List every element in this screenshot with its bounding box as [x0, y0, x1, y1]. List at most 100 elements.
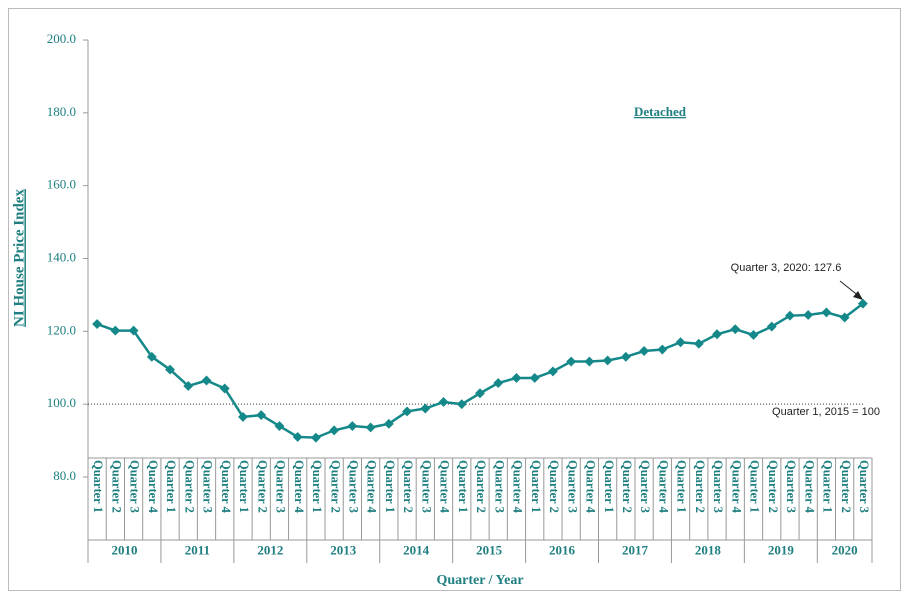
arrow-head — [853, 291, 863, 300]
x-tick-label: Quarter 2 — [474, 460, 488, 513]
year-label: 2016 — [549, 542, 576, 557]
point-marker — [693, 338, 704, 349]
x-tick-label: Quarter 2 — [620, 460, 634, 513]
x-tick-label: Quarter 1 — [529, 460, 543, 513]
point-marker — [420, 403, 431, 414]
x-tick-label: Quarter 2 — [328, 460, 342, 513]
x-tick-label: Quarter 1 — [164, 460, 178, 513]
point-marker — [785, 310, 795, 321]
point-marker — [219, 383, 230, 394]
point-marker — [383, 418, 394, 429]
x-tick-label: Quarter 2 — [255, 460, 269, 513]
x-tick-label: Quarter 2 — [401, 460, 415, 513]
y-tick-label: 140.0 — [47, 249, 76, 264]
y-tick-label: 120.0 — [47, 322, 76, 337]
year-label: 2012 — [257, 542, 283, 557]
x-tick-label: Quarter 1 — [821, 460, 835, 513]
x-tick-label: Quarter 2 — [182, 460, 196, 513]
point-marker — [292, 431, 303, 442]
x-tick-label: Quarter 4 — [584, 460, 598, 514]
x-tick-label: Quarter 2 — [839, 460, 853, 513]
point-marker — [274, 421, 285, 431]
x-tick-label: Quarter 4 — [656, 460, 670, 514]
point-marker — [365, 422, 376, 433]
x-tick-label: Quarter 1 — [456, 460, 470, 513]
frame — [8, 8, 901, 591]
x-tick-label: Quarter 4 — [219, 460, 233, 514]
point-marker — [165, 364, 175, 375]
point-marker — [730, 324, 741, 335]
point-marker — [511, 372, 522, 383]
year-label: 2014 — [403, 542, 430, 557]
point-marker — [475, 388, 485, 399]
x-tick-label: Quarter 1 — [383, 460, 397, 513]
point-marker — [566, 356, 577, 367]
point-marker — [639, 346, 650, 356]
x-tick-label: Quarter 3 — [638, 460, 652, 513]
x-tick-label: Quarter 3 — [201, 460, 215, 513]
point-marker — [456, 399, 467, 410]
year-label: 2020 — [832, 542, 858, 557]
x-tick-label: Quarter 3 — [857, 460, 871, 513]
point-annotation: Quarter 3, 2020: 127.6 — [731, 262, 842, 274]
x-tick-label: Quarter 2 — [693, 460, 707, 513]
point-marker — [347, 421, 358, 431]
point-marker — [803, 309, 814, 320]
point-marker — [402, 406, 413, 417]
year-label: 2018 — [695, 542, 722, 557]
x-tick-label: Quarter 3 — [128, 460, 142, 513]
point-marker — [201, 375, 212, 386]
x-tick-label: Quarter 2 — [547, 460, 561, 513]
series-line — [96, 302, 864, 439]
point-marker — [146, 351, 157, 362]
point-marker — [128, 325, 139, 336]
x-tick-label: Quarter 3 — [711, 460, 725, 513]
x-tick-label: Quarter 4 — [438, 460, 452, 514]
point-marker — [675, 337, 686, 348]
point-marker — [110, 325, 121, 336]
x-tick-label: Quarter 4 — [511, 460, 525, 514]
point-marker — [529, 372, 540, 383]
x-tick-label: Quarter 4 — [292, 460, 306, 514]
point-marker — [238, 411, 248, 422]
point-marker — [547, 366, 558, 377]
point-marker — [748, 330, 759, 340]
x-tick-label: Quarter 1 — [91, 460, 105, 513]
year-label: 2010 — [111, 542, 137, 557]
x-axis-label: Quarter / Year — [436, 573, 523, 588]
year-label: 2017 — [622, 542, 649, 557]
point-marker — [493, 378, 504, 388]
reference-annotation: Quarter 1, 2015 = 100 — [772, 406, 880, 418]
year-label: 2011 — [185, 542, 210, 557]
point-marker — [310, 432, 321, 443]
x-tick-label: Quarter 2 — [766, 460, 780, 513]
year-label: 2013 — [330, 542, 357, 557]
point-marker — [602, 355, 613, 366]
x-tick-label: Quarter 4 — [365, 460, 379, 514]
x-tick-label: Quarter 3 — [784, 460, 798, 513]
series-annotation: Detached — [634, 104, 687, 119]
x-tick-label: Quarter 3 — [492, 460, 506, 513]
point-marker — [256, 410, 267, 421]
y-tick-label: 200.0 — [47, 31, 76, 46]
x-tick-label: Quarter 2 — [109, 460, 123, 513]
x-tick-label: Quarter 4 — [729, 460, 743, 514]
year-label: 2019 — [768, 542, 795, 557]
x-tick-label: Quarter 1 — [237, 460, 251, 513]
y-tick-label: 160.0 — [47, 177, 76, 192]
point-marker — [584, 356, 595, 367]
point-marker — [766, 321, 777, 332]
x-tick-label: Quarter 1 — [602, 460, 616, 513]
x-tick-label: Quarter 4 — [146, 460, 160, 514]
x-tick-label: Quarter 3 — [274, 460, 288, 513]
y-tick-label: 80.0 — [53, 468, 76, 483]
y-tick-label: 100.0 — [47, 395, 76, 410]
point-marker — [92, 319, 103, 329]
point-marker — [821, 307, 832, 318]
point-marker — [712, 329, 722, 340]
x-tick-label: Quarter 4 — [802, 460, 816, 514]
point-marker — [183, 381, 194, 391]
x-tick-label: Quarter 1 — [310, 460, 324, 513]
y-tick-label: 180.0 — [47, 104, 76, 119]
